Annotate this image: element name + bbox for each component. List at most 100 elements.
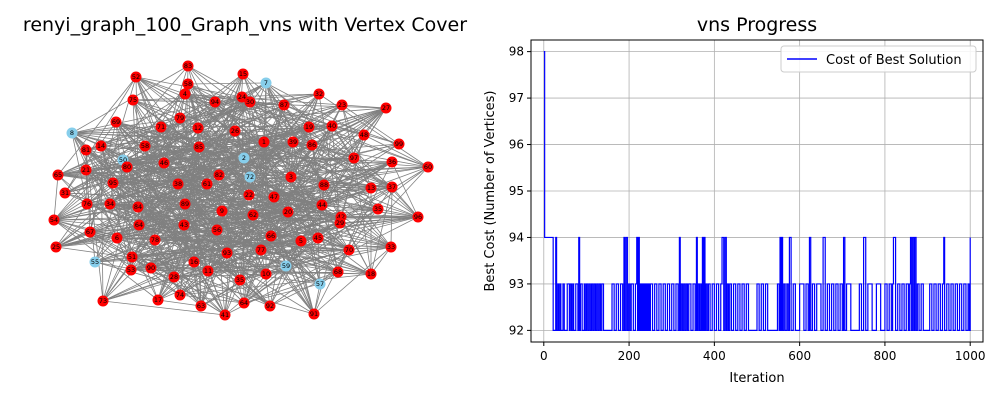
graph-node-label: 94 [211,98,219,106]
legend: Cost of Best Solution [780,45,977,73]
graph-edge [273,196,323,206]
graph-edge [243,237,319,304]
graph-node: 33 [385,241,397,253]
graph-node-circle [332,266,344,278]
graph-edge [248,166,429,196]
graph-edge [89,216,342,233]
graph-node: 72 [244,171,256,183]
graph-node: 24 [236,91,248,103]
graph-node: 56 [211,224,223,236]
graph-node: 29 [334,217,346,229]
graph-node-label: 66 [267,232,275,240]
graph-node-circle [202,265,214,277]
graph-node-label: 63 [197,302,205,310]
graph-node-label: 87 [280,101,288,109]
graph-node: 8 [66,127,78,139]
graph-node-label: 30 [246,98,254,106]
graph-node: 1 [258,136,270,148]
graph-node-label: 58 [184,80,192,88]
graph-edge [53,117,181,221]
graph-node-circle [66,127,78,139]
graph-node-label: 9 [220,207,224,215]
graph-edge [132,99,245,159]
graph-node-circle [308,308,320,320]
graph-node: 3 [285,171,297,183]
graph-node-label: 44 [318,201,326,209]
y-tick-label: 98 [509,45,524,59]
graph-node-circle [179,198,191,210]
graph-edge [243,271,339,304]
graph-edge [193,240,302,263]
graph-node-circle [243,189,255,201]
graph-node: 90 [145,262,157,274]
graph-node-label: 85 [195,143,203,151]
graph-node-circle [193,141,205,153]
graph-node: 84 [132,201,144,213]
graph-node: 36 [386,156,398,168]
graph-node: 4 [179,88,191,100]
graph-node-circle [80,164,92,176]
graph-node: 14 [95,140,107,152]
graph-node-label: 2 [242,154,246,162]
graph-node-circle [179,88,191,100]
x-tick-label: 200 [618,349,641,363]
graph-edge [187,83,313,146]
graph-node-label: 77 [257,246,265,254]
graph-node-label: 10 [262,270,270,278]
graph-node-label: 86 [308,141,316,149]
graph-node: 12 [192,122,204,134]
graph-node: 15 [237,68,249,80]
graph-node-circle [127,94,139,106]
graph-node-label: 58 [141,142,149,150]
graph-edge [55,216,342,248]
graph-node: 22 [243,189,255,201]
graph-node-circle [247,209,259,221]
graph-node-circle [380,102,392,114]
graph-node-circle [152,294,164,306]
graph-node-label: 74 [176,291,184,299]
graph-edge [53,174,59,221]
graph-edge [337,187,372,273]
graph-node-circle [255,244,267,256]
legend-box [780,45,977,73]
graph-node-label: 6 [115,234,119,242]
y-tick-label: 97 [509,91,524,105]
graph-node: 58 [139,140,151,152]
graph-node: 82 [213,169,225,181]
graph-edge [57,141,294,176]
graph-edge [187,83,319,239]
graph-node-label: 69 [112,118,120,126]
graph-edge [57,157,355,176]
graph-node-circle [238,297,250,309]
graph-edge [100,93,186,147]
graph-node: 31 [59,187,71,199]
graph-edge [308,104,343,128]
graph-node-circle [334,217,346,229]
graph-node-circle [312,232,324,244]
graph-node: 23 [336,99,348,111]
graph-node: 93 [221,247,233,259]
graph-edge [135,76,186,95]
graph-edge [71,132,88,205]
graph-node-circle [139,140,151,152]
graph-node: 54 [48,214,60,226]
graph-node-circle [314,278,326,290]
graph-node-label: 64 [135,221,143,229]
graph-node-circle [80,144,92,156]
graph-node: 74 [174,289,186,301]
graph-edge [85,149,111,205]
graph-edge [313,246,392,315]
graph-edge [57,126,162,176]
graph-node: 64 [133,219,145,231]
graph-edge [89,231,132,271]
graph-node-label: 48 [360,131,368,139]
chart-title: vns Progress [697,14,817,36]
graph-node-label: 26 [231,127,239,135]
graph-edge [55,187,372,248]
graph-edge [323,184,393,188]
graph-edge [112,157,355,184]
graph-edge [187,83,202,307]
graph-node-label: 68 [334,268,342,276]
graph-edge [116,237,202,307]
graph-node-circle [125,264,137,276]
